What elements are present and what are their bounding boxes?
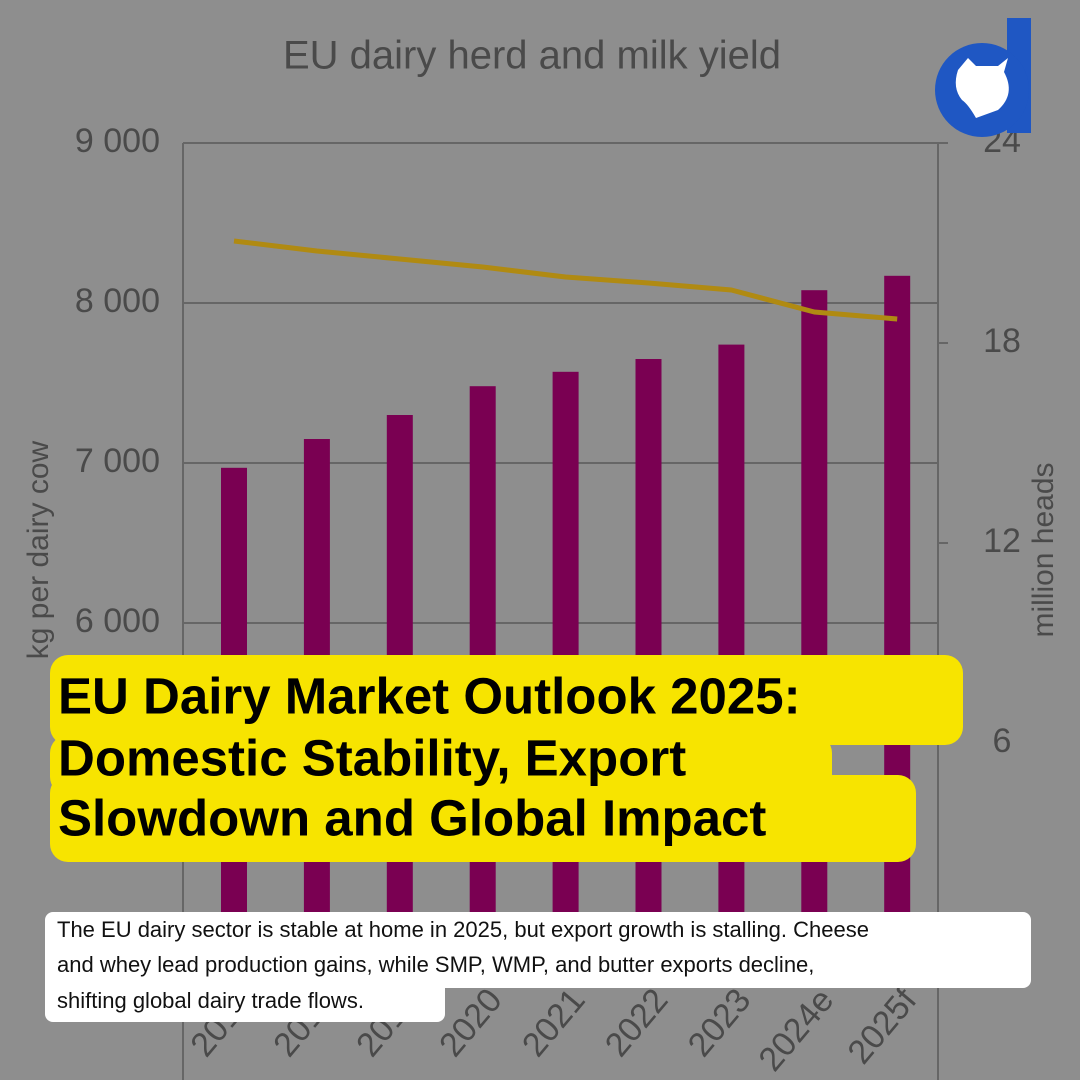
logo-cow [955, 58, 1009, 118]
line [233, 238, 898, 322]
y-tick-label: 8 000 [75, 282, 160, 320]
caption-line: and whey lead production gains, while SM… [57, 952, 814, 977]
y2-tick-label: 12 [983, 522, 1021, 560]
y2-tick-label: 18 [983, 322, 1021, 360]
chart-title: EU dairy herd and milk yield [283, 34, 781, 78]
y-tick-label: 7 000 [75, 442, 160, 480]
headline-line: EU Dairy Market Outlook 2025: [58, 667, 801, 724]
y2-axis-label: million heads [1027, 462, 1060, 637]
headline-line: Domestic Stability, Export [58, 729, 686, 786]
caption-box [45, 970, 445, 1022]
caption-line: shifting global dairy trade flows. [57, 988, 364, 1013]
headline-box [50, 775, 916, 862]
headline-box [50, 655, 963, 745]
overlay: EU Dairy Market Outlook 2025:Domestic St… [45, 655, 1031, 1022]
caption-line: The EU dairy sector is stable at home in… [57, 917, 869, 942]
y2-tick-label: 6 [993, 722, 1012, 760]
caption-box [45, 912, 1031, 988]
headline-line: Slowdown and Global Impact [58, 789, 766, 846]
y-axis-label: kg per dairy cow [22, 440, 55, 659]
logo [935, 18, 1031, 137]
y-tick-label: 6 000 [75, 602, 160, 640]
y-tick-label: 9 000 [75, 122, 160, 160]
